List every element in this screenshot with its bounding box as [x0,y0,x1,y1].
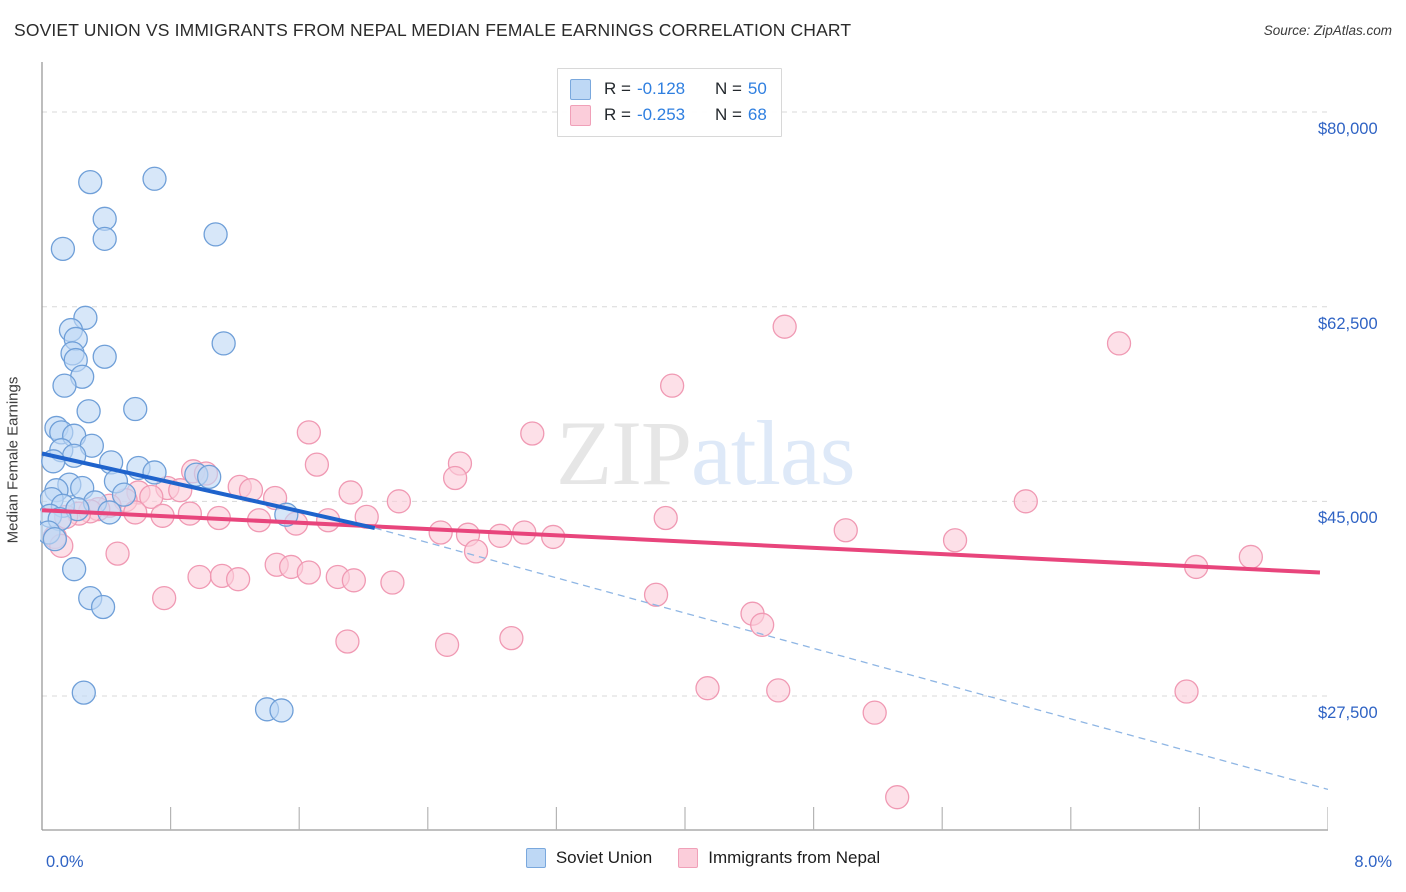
data-point [42,526,68,552]
correlation-stats-row: R = -0.128 N = 50 [570,76,767,102]
data-point [92,226,117,251]
data-point [90,594,116,620]
data-point [750,612,775,637]
data-point [269,698,294,723]
data-point [187,564,212,590]
data-point [428,520,453,545]
data-point [304,452,330,477]
data-point [78,169,103,195]
data-point [62,557,87,582]
data-point [1238,544,1263,570]
data-point [643,582,669,607]
data-point [225,567,251,592]
data-point [296,560,321,585]
data-point [386,489,412,514]
data-point [885,785,910,810]
r-value: -0.128 [636,79,686,98]
data-point [766,678,791,703]
n-value: 68 [747,105,767,124]
source-attribution: Source: ZipAtlas.com [1263,23,1392,38]
data-point [211,331,236,356]
data-point [1106,331,1132,356]
y-axis-title-text: Median Female Earnings [4,376,22,544]
series-legend: Soviet Union Immigrants from Nepal [0,848,1406,868]
x-axis-ticks [170,807,1328,830]
y-axis-tick-label: $80,000 [1318,120,1378,139]
y-axis-title: Median Female Earnings [0,0,30,892]
data-point [442,465,468,491]
data-point [71,680,96,705]
data-point [487,523,513,548]
data-point [142,166,167,191]
gridlines [42,111,1328,697]
data-point [152,585,177,611]
trend-line-soviet-union-projection [374,527,1328,791]
series-legend-label: Immigrants from Nepal [708,848,881,867]
series-legend-item[interactable]: Soviet Union [525,848,653,868]
series-legend-swatch [678,848,699,868]
data-point [772,314,797,339]
data-point [296,420,321,445]
trend-line-immigrants-from-nepal [41,508,1321,575]
n-value: 50 [747,79,767,98]
data-point [942,528,968,553]
data-point [139,484,164,510]
correlation-stats-row: R = -0.253 N = 68 [570,102,767,128]
x-axis-max-label: 8.0% [1354,853,1392,871]
data-point [76,399,101,424]
data-point [434,632,460,657]
trend-lines [41,451,1328,791]
data-point [123,396,148,422]
data-point [653,505,678,531]
n-label: N = [714,105,742,124]
plot-area [40,62,1328,835]
data-point [695,676,720,701]
y-axis-tick-label: $27,500 [1318,703,1378,722]
data-point [659,373,685,398]
series-legend-item[interactable]: Immigrants from Nepal [678,848,880,868]
data-point [1174,679,1199,704]
data-point [341,568,367,593]
data-point [380,570,405,595]
data-point [197,464,222,490]
scatter-svg [40,62,1328,831]
data-point [92,344,117,369]
data-point [463,539,489,564]
axis-lines [41,62,1328,831]
data-point [338,480,363,505]
r-label: R = [604,105,631,124]
data-point [833,518,858,543]
r-label: R = [604,79,631,98]
data-point [499,625,524,651]
data-point [177,501,203,526]
series-legend-label: Soviet Union [555,848,653,867]
data-point [52,373,77,398]
data-point [520,421,545,446]
data-point [862,700,887,725]
data-point [354,504,379,530]
data-point [1013,489,1038,514]
n-label: N = [714,79,742,98]
data-point [105,541,130,566]
data-point [111,482,137,507]
x-axis-min-label: 0.0% [46,853,84,871]
data-points-soviet-union [40,166,299,723]
legend-color-swatch [570,104,591,126]
data-point [203,222,228,247]
legend-color-swatch [570,78,591,100]
series-legend-swatch [525,848,546,868]
correlation-stats-legend: R = -0.128 N = 50 R = -0.253 N = 68 [557,68,782,137]
r-value: -0.253 [636,105,686,124]
y-axis-tick-label: $45,000 [1318,509,1378,528]
data-point [335,629,360,654]
y-axis-tick-label: $62,500 [1318,314,1378,333]
page-title: SOVIET UNION VS IMMIGRANTS FROM NEPAL ME… [14,20,852,40]
data-point [50,236,76,262]
trend-line-soviet-union [41,451,376,530]
